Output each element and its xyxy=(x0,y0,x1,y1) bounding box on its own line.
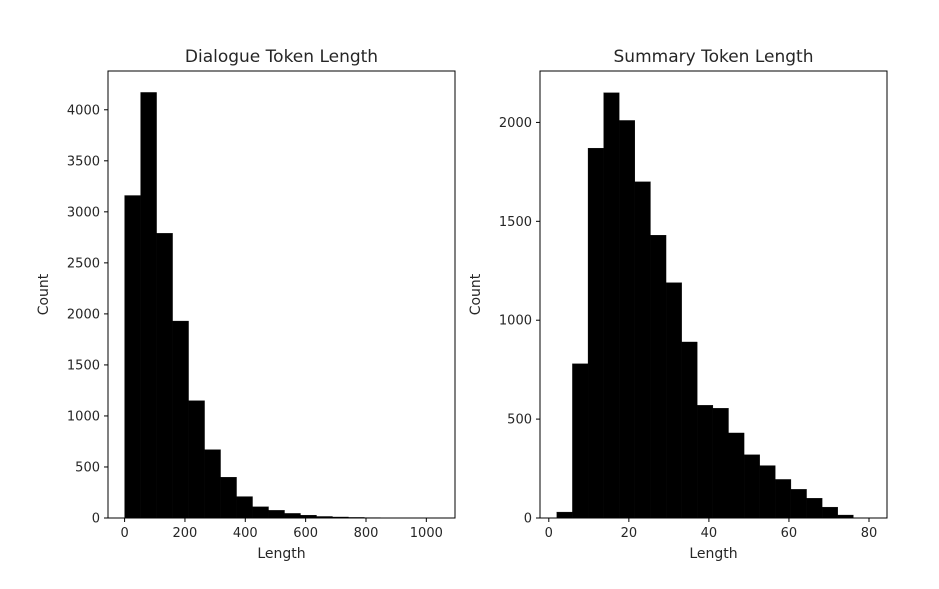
y-tick-label: 0 xyxy=(92,512,100,527)
x-tick-label: 20 xyxy=(621,526,638,541)
histogram-bar xyxy=(775,479,792,519)
x-tick-label: 0 xyxy=(545,526,553,541)
y-tick-label: 500 xyxy=(75,460,100,475)
y-tick-label: 1500 xyxy=(67,358,100,373)
histogram-bar xyxy=(124,195,141,519)
y-tick-label: 4000 xyxy=(67,103,100,118)
histogram-bar xyxy=(204,449,221,519)
y-tick-label: 2500 xyxy=(67,256,100,271)
y-tick-label: 3500 xyxy=(67,154,100,169)
histogram-bar xyxy=(603,92,620,519)
x-tick-label: 600 xyxy=(293,526,318,541)
x-axis-label: Length xyxy=(689,546,737,562)
histogram-bar xyxy=(188,400,205,519)
histogram-bar xyxy=(665,282,682,519)
chart-panel-1: 0 200 400 600 800 1000 0 500 1000 1500 2000 2500 300… xyxy=(36,47,456,562)
y-axis-label: Count xyxy=(36,273,52,315)
x-tick-label: 40 xyxy=(701,526,718,541)
chart-panel-2: 0 20 40 60 80 0 500 1000 1500 2000 Summary Token L… xyxy=(468,47,888,562)
histogram-bar xyxy=(712,408,729,519)
y-tick-label: 2000 xyxy=(499,116,532,131)
histogram-bar xyxy=(252,506,269,519)
histogram-bar xyxy=(140,92,157,519)
y-tick-label: 3000 xyxy=(67,205,100,220)
histogram-bar xyxy=(806,498,823,519)
histogram-bar xyxy=(822,506,838,519)
x-tick-label: 1000 xyxy=(410,526,443,541)
histogram-bar xyxy=(759,465,776,519)
y-axis-label: Count xyxy=(468,273,484,315)
x-tick-label: 800 xyxy=(354,526,379,541)
histogram-bar xyxy=(697,405,714,519)
histogram-bar xyxy=(556,511,573,519)
histogram-bar xyxy=(743,454,760,519)
histogram-bar xyxy=(587,147,604,519)
y-tick-label: 0 xyxy=(524,512,532,527)
histogram-bar xyxy=(681,341,698,519)
x-tick-label: 200 xyxy=(173,526,198,541)
histogram-bar xyxy=(790,489,807,519)
histogram-bar xyxy=(572,363,589,519)
x-axis-label: Length xyxy=(257,546,305,562)
y-tick-label: 1000 xyxy=(499,314,532,329)
y-tick-label: 1500 xyxy=(499,215,532,230)
y-tick-label: 1000 xyxy=(67,409,100,424)
histogram-bar xyxy=(650,235,667,519)
histogram-bar xyxy=(172,320,189,519)
x-tick-label: 400 xyxy=(233,526,258,541)
histogram-bar xyxy=(619,120,636,519)
histogram-bar xyxy=(268,510,285,519)
chart-title: Summary Token Length xyxy=(614,47,814,67)
histogram-bar xyxy=(236,496,253,519)
chart-title: Dialogue Token Length xyxy=(185,47,378,67)
histogram-bar xyxy=(220,477,237,519)
axes-frame xyxy=(107,70,456,519)
histogram-bar xyxy=(634,181,651,519)
x-tick-label: 80 xyxy=(861,526,878,541)
histogram-bar xyxy=(728,432,745,519)
y-tick-label: 2000 xyxy=(67,307,100,322)
histogram-bar xyxy=(284,513,301,519)
axes-frame xyxy=(539,70,888,519)
x-tick-label: 0 xyxy=(120,526,128,541)
histogram-bar xyxy=(156,233,173,519)
y-tick-label: 500 xyxy=(507,413,532,428)
x-tick-label: 60 xyxy=(781,526,798,541)
